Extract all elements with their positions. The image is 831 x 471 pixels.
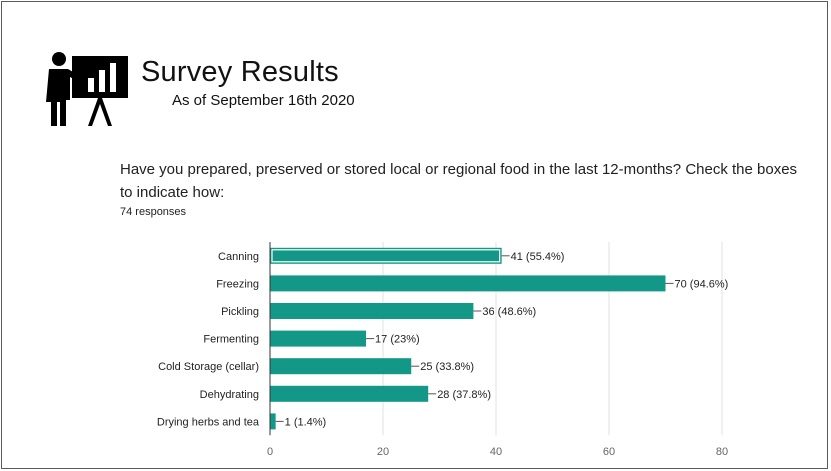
category-label: Fermenting [203,334,259,346]
x-tick-label: 20 [377,446,389,458]
data-label: 28 (37.8%) [437,389,491,401]
category-label: Dehydrating [200,389,259,401]
bar [270,275,666,292]
bar [270,413,276,430]
category-label: Canning [218,251,259,263]
bar [270,303,474,319]
data-label: 1 (1.4%) [285,416,327,428]
data-label: 36 (48.6%) [482,306,536,318]
bar-highlight [271,249,501,263]
survey-question: Have you prepared, preserved or stored l… [120,161,798,201]
x-tick-label: 60 [603,446,615,458]
x-tick-label: 0 [267,446,273,458]
bar [270,330,367,347]
data-label: 41 (55.4%) [511,251,565,263]
data-label: 70 (94.6%) [675,278,729,290]
bar [270,385,429,402]
category-label: Drying herbs and tea [157,416,260,428]
category-label: Cold Storage (cellar) [158,361,259,373]
page-title: Survey Results [141,56,339,88]
data-label: 17 (23%) [375,334,420,346]
category-label: Pickling [221,306,259,318]
bar [270,358,412,375]
category-label: Freezing [216,278,259,290]
bar [270,247,502,264]
x-tick-label: 80 [716,446,728,458]
bar-chart: Canning 41 (55.4%) Freezing 70 (94.6%) Pickl… [157,242,729,458]
presentation-icon [46,52,128,126]
page-subtitle: As of September 16th 2020 [172,92,355,109]
response-count: 74 responses [120,206,187,218]
x-tick-label: 40 [490,446,502,458]
data-label: 25 (33.8%) [420,361,474,373]
